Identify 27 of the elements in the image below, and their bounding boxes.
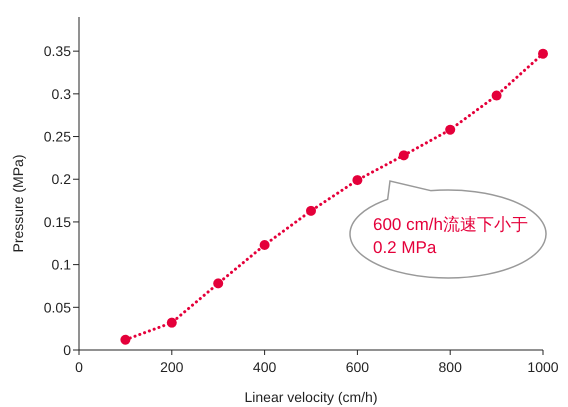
point (352, 175, 362, 186)
x-tick-label: 400 (252, 359, 276, 375)
point (306, 206, 316, 216)
y-tick-label: 0.25 (44, 128, 72, 145)
y-tick-label: 0.05 (44, 299, 72, 316)
y-tick-label: 0.1 (52, 256, 72, 273)
x-tick-label: 0 (75, 359, 84, 375)
point (445, 124, 456, 135)
point (120, 334, 130, 345)
y-tick-label: 0.3 (52, 86, 72, 102)
x-tick-label: 200 (160, 359, 184, 375)
annotation: 600 cm/h流速下小于0.2 MPa (373, 214, 529, 259)
point (166, 318, 177, 328)
y-tick-label: 0 (63, 342, 72, 358)
y-tick-label: 0.35 (44, 43, 72, 60)
y-tick-label: 0.2 (52, 171, 72, 188)
x-axis-title: Linear velocity (cm/h) (244, 389, 378, 405)
point (260, 240, 270, 250)
y-tick-label: 0.15 (44, 214, 72, 230)
point (213, 278, 224, 288)
point (492, 90, 502, 101)
x-tick-label: 800 (438, 359, 462, 375)
point (398, 150, 409, 160)
x-tick-label: 1000 (527, 359, 559, 375)
y-axis-title: Pressure (MPa) (10, 154, 26, 253)
x-tick-label: 600 (346, 359, 370, 375)
point (538, 48, 548, 59)
